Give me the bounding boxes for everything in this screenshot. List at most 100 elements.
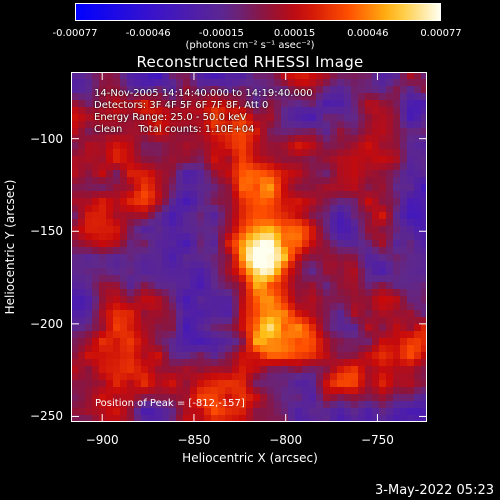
heatmap-cell xyxy=(344,191,352,199)
heatmap-cell xyxy=(323,387,331,395)
heatmap-cell xyxy=(337,324,345,332)
heatmap-cell xyxy=(218,331,226,339)
heatmap-cell xyxy=(372,415,380,422)
heatmap-cell xyxy=(99,366,107,374)
heatmap-cell xyxy=(337,345,345,353)
heatmap-cell xyxy=(372,72,380,80)
heatmap-cell xyxy=(120,100,128,108)
heatmap-cell xyxy=(127,247,135,255)
heatmap-cell xyxy=(337,331,345,339)
heatmap-cell xyxy=(386,240,394,248)
heatmap-cell xyxy=(253,198,261,206)
heatmap-cell xyxy=(141,170,149,178)
heatmap-cell xyxy=(106,289,114,297)
heatmap-cell xyxy=(148,226,156,234)
heatmap-cell xyxy=(344,86,352,94)
heatmap-cell xyxy=(260,275,268,283)
heatmap-cell xyxy=(183,184,191,192)
heatmap-cell xyxy=(92,233,100,241)
heatmap-cell xyxy=(120,380,128,388)
heatmap-cell xyxy=(288,401,296,409)
heatmap-cell xyxy=(316,198,324,206)
heatmap-cell xyxy=(106,324,114,332)
heatmap-cell xyxy=(218,114,226,122)
heatmap-cell xyxy=(169,401,177,409)
heatmap-cell xyxy=(232,408,240,416)
heatmap-cell xyxy=(274,338,282,346)
heatmap-cell xyxy=(197,149,205,157)
heatmap-cell xyxy=(414,310,422,318)
heatmap-cell xyxy=(288,289,296,297)
heatmap-cell xyxy=(141,142,149,150)
heatmap-cell xyxy=(400,338,408,346)
heatmap-cell xyxy=(358,324,366,332)
heatmap-cell xyxy=(407,107,415,115)
heatmap-cell xyxy=(358,338,366,346)
heatmap-cell xyxy=(218,156,226,164)
heatmap-cell xyxy=(274,380,282,388)
heatmap-cell xyxy=(162,296,170,304)
heatmap-cell xyxy=(162,240,170,248)
heatmap-cell xyxy=(127,394,135,402)
heatmap-cell xyxy=(218,79,226,87)
heatmap-cell xyxy=(155,114,163,122)
heatmap-cell xyxy=(141,401,149,409)
heatmap-cell xyxy=(400,275,408,283)
heatmap-cell xyxy=(204,261,212,269)
heatmap-cell xyxy=(71,303,79,311)
heatmap-cell xyxy=(309,86,317,94)
heatmap-cell xyxy=(309,415,317,422)
heatmap-cell xyxy=(134,268,142,276)
heatmap-cell xyxy=(365,121,373,129)
heatmap-cell xyxy=(232,282,240,290)
heatmap-cell xyxy=(302,184,310,192)
heatmap-cell xyxy=(281,401,289,409)
heatmap-cell xyxy=(302,394,310,402)
heatmap-cell xyxy=(113,296,121,304)
heatmap-cell xyxy=(211,93,219,101)
heatmap-cell xyxy=(71,205,79,213)
heatmap-cell xyxy=(225,93,233,101)
x-tick-label: −850 xyxy=(177,433,211,447)
heatmap-cell xyxy=(78,254,86,262)
heatmap-cell xyxy=(246,352,254,360)
heatmap-cell xyxy=(190,212,198,220)
heatmap-cell xyxy=(211,163,219,171)
heatmap-cell xyxy=(323,128,331,136)
x-tick-label: −900 xyxy=(85,433,119,447)
heatmap-cell xyxy=(253,240,261,248)
heatmap-cell xyxy=(274,415,282,422)
heatmap-cell xyxy=(120,352,128,360)
heatmap-cell xyxy=(246,303,254,311)
heatmap-cell xyxy=(351,289,359,297)
heatmap-cell xyxy=(246,408,254,416)
heatmap-cell xyxy=(71,233,79,241)
heatmap-cell xyxy=(78,408,86,416)
heatmap-cell xyxy=(141,240,149,248)
heatmap-cell xyxy=(155,289,163,297)
heatmap-cell xyxy=(141,296,149,304)
heatmap-cell xyxy=(302,282,310,290)
heatmap-cell xyxy=(127,191,135,199)
heatmap-cell xyxy=(78,415,86,422)
heatmap-cell xyxy=(316,359,324,367)
heatmap-cell xyxy=(141,233,149,241)
heatmap-cell xyxy=(113,331,121,339)
heatmap-cell xyxy=(113,380,121,388)
heatmap-cell xyxy=(204,366,212,374)
heatmap-cell xyxy=(344,135,352,143)
heatmap-cell xyxy=(127,170,135,178)
heatmap-cell xyxy=(351,373,359,381)
heatmap-cell xyxy=(176,331,184,339)
heatmap-cell xyxy=(232,163,240,171)
heatmap-cell xyxy=(148,149,156,157)
heatmap-cell xyxy=(386,149,394,157)
heatmap-cell xyxy=(246,107,254,115)
heatmap-cell xyxy=(218,268,226,276)
heatmap-cell xyxy=(211,212,219,220)
heatmap-cell xyxy=(176,142,184,150)
heatmap-cell xyxy=(421,170,427,178)
heatmap-cell xyxy=(281,240,289,248)
heatmap-cell xyxy=(225,296,233,304)
heatmap-cell xyxy=(232,233,240,241)
